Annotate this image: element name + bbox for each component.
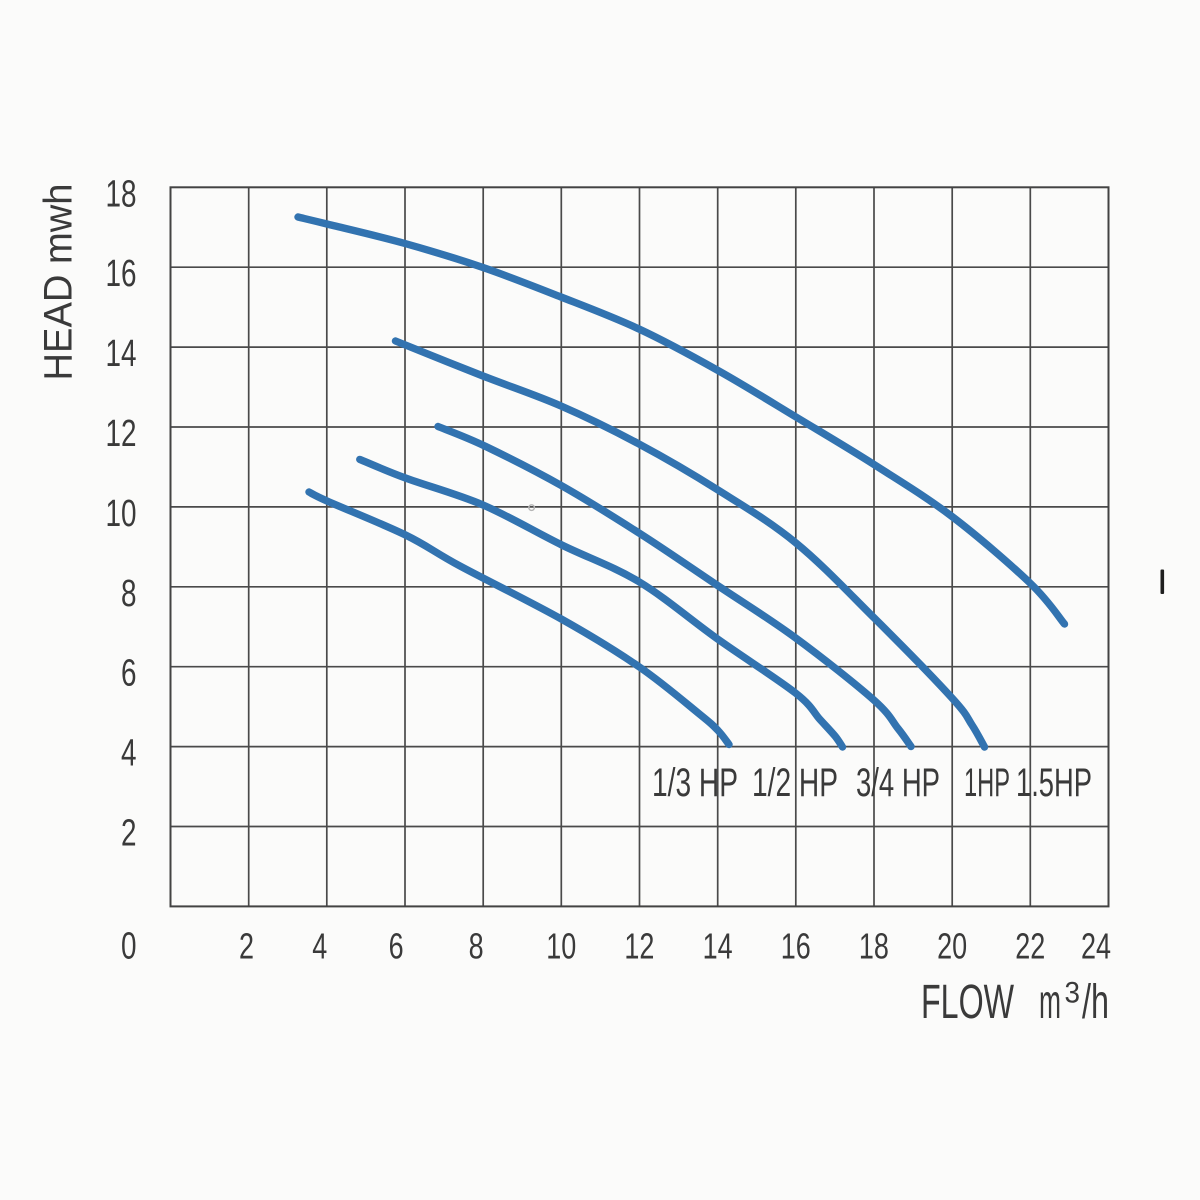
svg-text:14: 14 [703,926,733,967]
svg-text:10: 10 [546,926,576,967]
svg-text:2: 2 [121,813,137,855]
svg-text:18: 18 [859,926,889,967]
svg-text:22: 22 [1015,926,1045,967]
svg-text:/h: /h [1082,976,1109,1029]
svg-text:10: 10 [106,493,137,535]
svg-text:FLOW: FLOW [921,976,1014,1029]
svg-text:3: 3 [1065,977,1081,1010]
svg-text:8: 8 [469,926,484,967]
svg-text:1/3 HP: 1/3 HP [652,761,738,805]
svg-text:3/4 HP: 3/4 HP [856,761,940,805]
svg-text:20: 20 [937,926,967,967]
svg-text:1.5HP: 1.5HP [1016,761,1092,805]
svg-text:4: 4 [121,733,137,775]
svg-text:12: 12 [106,413,137,455]
svg-text:6: 6 [121,653,137,695]
svg-text:1HP: 1HP [964,761,1010,805]
svg-text:6: 6 [389,926,404,967]
svg-text:16: 16 [781,926,811,967]
svg-text:12: 12 [624,926,654,967]
svg-text:1/2 HP: 1/2 HP [752,761,838,805]
svg-text:m: m [1039,976,1061,1029]
svg-text:0: 0 [121,926,137,968]
svg-text:4: 4 [312,926,327,967]
svg-text:HEAD mwh: HEAD mwh [37,184,81,381]
svg-text:18: 18 [106,173,137,215]
svg-text:24: 24 [1081,926,1111,967]
svg-text:8: 8 [121,573,137,615]
svg-text:2: 2 [239,926,254,967]
svg-text:16: 16 [106,253,137,295]
svg-text:14: 14 [106,333,137,375]
